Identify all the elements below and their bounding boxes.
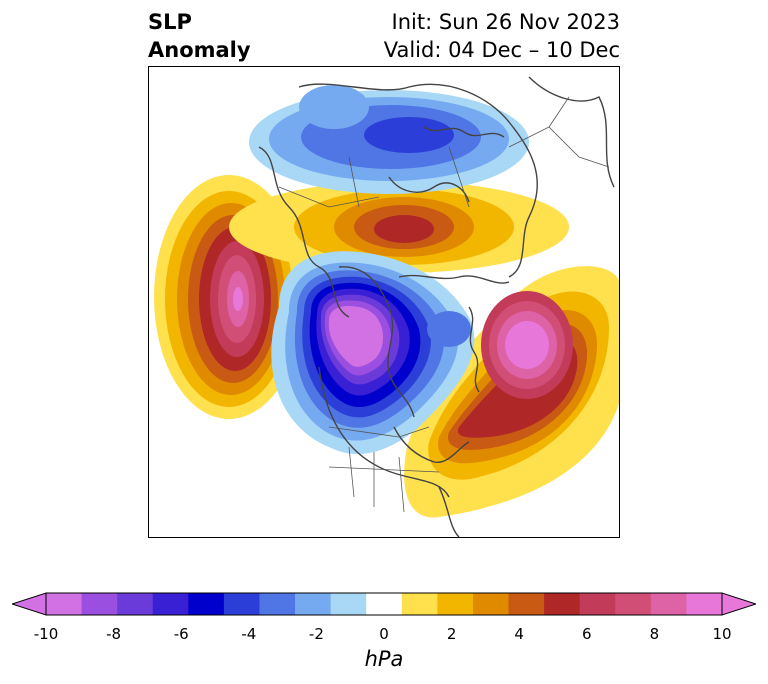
colorbar-overflow-arrow	[721, 592, 756, 616]
colorbar-segment	[259, 593, 296, 615]
colorbar-segment	[544, 593, 581, 615]
anomaly-map	[149, 67, 619, 537]
atlantic-high	[404, 266, 619, 518]
colorbar-tick-label: -6	[173, 625, 189, 643]
colorbar-segment	[152, 593, 189, 615]
title-field: Anomaly	[148, 38, 251, 62]
title-right: Init: Sun 26 Nov 2023 Valid: 04 Dec – 10…	[384, 8, 620, 64]
colorbar-segment	[223, 593, 260, 615]
title-variable: SLP	[148, 10, 192, 34]
colorbar-tick-label: 0	[379, 625, 389, 643]
valid-range: Valid: 04 Dec – 10 Dec	[383, 38, 620, 62]
canadian-low	[271, 251, 475, 455]
colorbar-segment	[295, 593, 332, 615]
colorbar-tick-label: -10	[33, 625, 59, 643]
init-date: Init: Sun 26 Nov 2023	[391, 10, 620, 34]
colorbar-segment	[401, 593, 438, 615]
colorbar-segment	[46, 593, 83, 615]
colorbar-tick-label: 8	[649, 625, 660, 643]
colorbar-segment	[366, 593, 403, 615]
colorbar-tick-label: -8	[106, 625, 122, 643]
siberian-low	[249, 85, 529, 194]
borders	[278, 96, 610, 513]
arctic-high	[229, 181, 569, 273]
colorbar-tick-label: 4	[514, 625, 524, 643]
colorbar-segment	[330, 593, 367, 615]
colorbar-segment	[81, 593, 118, 615]
colorbar-segment	[686, 593, 723, 615]
colorbar-segment	[650, 593, 687, 615]
colorbar-tick-label: -2	[308, 625, 324, 643]
colorbar-segment	[117, 593, 154, 615]
colorbar-tick-label: 6	[582, 625, 592, 643]
colorbar-underflow-arrow	[12, 592, 47, 616]
colorbar-tick-label: -4	[241, 625, 257, 643]
title-left: SLP Anomaly	[148, 8, 251, 64]
colorbar-tick-label: 10	[712, 625, 732, 643]
colorbar-segment	[615, 593, 652, 615]
map-panel	[148, 66, 620, 538]
colorbar-units: hPa	[364, 647, 404, 671]
colorbar-segment	[508, 593, 545, 615]
colorbar-segment	[437, 593, 474, 615]
colorbar-segment	[579, 593, 616, 615]
coastlines	[258, 76, 615, 537]
colorbar-segment	[188, 593, 225, 615]
colorbar-tick-label: 2	[446, 625, 457, 643]
colorbar	[12, 592, 756, 616]
colorbar-segment	[472, 593, 510, 615]
